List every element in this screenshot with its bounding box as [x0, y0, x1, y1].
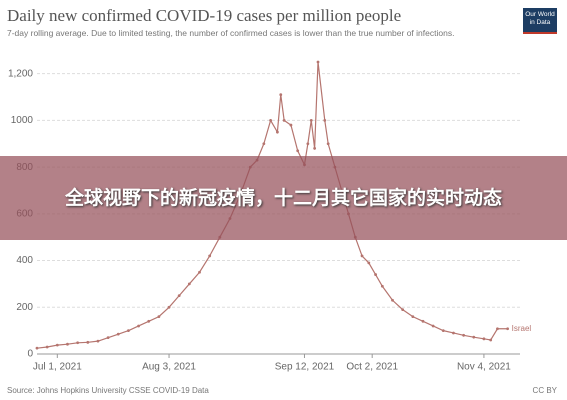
banner: 全球视野下的新冠疫情，十二月其它国家的实时动态 — [0, 156, 567, 240]
data-point — [462, 333, 465, 337]
data-point — [391, 298, 394, 302]
data-point — [96, 339, 100, 343]
headline[interactable]: 全球视野下的新冠疫情，十二月其它国家的实时动态 — [64, 187, 502, 209]
data-point — [452, 331, 455, 335]
y-tick-label: 200 — [16, 302, 33, 313]
data-point — [401, 308, 405, 312]
y-tick-label: 400 — [16, 255, 33, 266]
license[interactable]: CC BY — [532, 386, 557, 395]
data-point — [198, 270, 201, 274]
data-point — [127, 329, 130, 333]
data-point — [187, 282, 191, 286]
data-point — [76, 341, 80, 345]
data-point — [380, 284, 384, 288]
data-point — [367, 261, 371, 265]
x-tick-label: Aug 3, 2021 — [142, 362, 196, 373]
data-point — [55, 343, 59, 347]
data-point — [326, 142, 330, 146]
data-point — [296, 149, 300, 153]
data-point — [411, 315, 415, 319]
data-point — [489, 338, 493, 342]
data-point — [86, 340, 90, 344]
x-tick-label: Nov 4, 2021 — [457, 362, 511, 373]
x-tick-label: Sep 12, 2021 — [275, 362, 335, 373]
data-point — [282, 119, 286, 122]
data-point — [289, 123, 293, 127]
data-point — [496, 327, 499, 331]
data-point — [106, 336, 110, 340]
data-point — [313, 147, 317, 150]
data-point — [137, 324, 140, 328]
logo[interactable]: Our World in Data — [523, 8, 557, 34]
data-point — [45, 345, 49, 349]
y-tick-label: 1,200 — [8, 68, 33, 79]
y-tick-label: 1000 — [11, 115, 34, 126]
data-point — [472, 335, 476, 339]
data-point — [167, 305, 171, 309]
data-point — [306, 142, 310, 146]
series-label: Israel — [512, 324, 532, 333]
data-point — [431, 324, 435, 328]
x-tick-label: Oct 2, 2021 — [346, 362, 398, 373]
chart-subtitle: 7-day rolling average. Due to limited te… — [7, 28, 455, 38]
data-point — [360, 254, 364, 258]
x-tick-label: Jul 1, 2021 — [33, 362, 82, 373]
chart-title: Daily new confirmed COVID-19 cases per m… — [7, 6, 402, 25]
y-tick-label: 0 — [27, 349, 33, 360]
data-point — [177, 294, 181, 297]
data-point — [275, 130, 279, 134]
data-point — [147, 319, 151, 323]
data-point — [35, 346, 39, 350]
data-point — [316, 60, 320, 64]
series-line — [36, 61, 508, 349]
data-point — [421, 319, 425, 323]
data-point — [208, 254, 212, 258]
data-point — [269, 119, 273, 122]
data-point — [506, 327, 510, 331]
data-point — [374, 273, 377, 276]
data-point — [482, 337, 486, 341]
data-point — [116, 332, 120, 336]
data-point — [262, 142, 266, 146]
data-point — [157, 315, 161, 319]
data-point — [323, 119, 327, 122]
data-point — [309, 119, 313, 122]
source: Source: Johns Hopkins University CSSE CO… — [7, 386, 209, 395]
data-point — [66, 342, 69, 346]
data-point — [441, 329, 445, 333]
data-point — [279, 93, 283, 97]
